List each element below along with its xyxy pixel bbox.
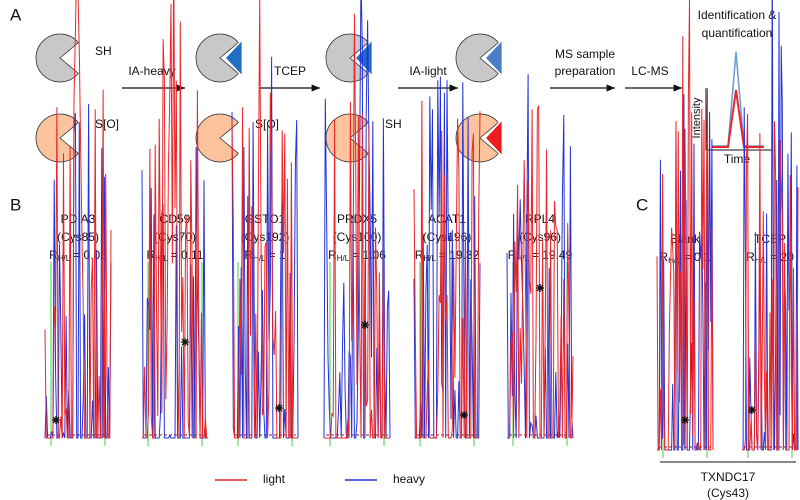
trace — [656, 0, 714, 451]
group-label: SH — [95, 44, 112, 58]
trace — [413, 76, 481, 439]
pacman — [325, 33, 369, 83]
trace — [742, 113, 799, 451]
protein-label: ACAT1 — [428, 212, 466, 226]
apex-marker — [681, 416, 689, 424]
apex-marker — [181, 338, 189, 346]
label-wedge — [483, 117, 504, 159]
protein-label: PDIA3 — [61, 212, 96, 226]
panel-label: C — [636, 195, 648, 214]
trace — [507, 105, 574, 439]
trace — [231, 0, 298, 439]
apex-marker — [460, 411, 468, 419]
ratio-subscript: H/L — [253, 254, 266, 263]
result-title: quantification — [702, 26, 773, 40]
condition-label: TCEP — [754, 232, 786, 246]
pacman — [195, 113, 239, 163]
ratio-value: = 19.49 — [532, 248, 573, 262]
trace — [413, 100, 481, 439]
ratio-symbol: R — [508, 248, 517, 262]
pacman — [35, 33, 79, 83]
ratio-subscript: H/L — [423, 254, 436, 263]
protein-label: TXNDC17 — [701, 470, 756, 484]
ratio-symbol: R — [415, 248, 424, 262]
trace — [142, 0, 208, 439]
ratio-subscript: H/L — [337, 254, 350, 263]
mini-axes — [705, 88, 772, 151]
apex-marker — [275, 404, 283, 412]
protein-label: CD59 — [160, 212, 191, 226]
ratio-subscript: H/L — [668, 256, 681, 265]
step-label: TCEP — [274, 64, 306, 78]
apex-marker — [52, 416, 60, 424]
step-label: LC-MS — [631, 64, 668, 78]
protein-label: PRDX5 — [337, 212, 377, 226]
ratio-symbol: R — [328, 248, 337, 262]
apex-marker — [361, 321, 369, 329]
result-title: Identification & — [698, 8, 777, 22]
protein-label: GSTO1 — [245, 212, 286, 226]
group-label: S[O] — [255, 117, 279, 131]
step-label: IA-heavy — [128, 64, 175, 78]
mini-trace — [712, 89, 764, 148]
pacman — [195, 33, 239, 83]
legend-label: light — [263, 472, 286, 486]
ratio-subscript: H/L — [755, 256, 768, 265]
legend-label: heavy — [393, 472, 425, 486]
trace — [44, 0, 112, 439]
protein-label: RPL4 — [525, 212, 555, 226]
ratio-symbol: R — [659, 250, 668, 264]
step-label: MS sample — [555, 47, 615, 61]
axis-label: Intensity — [691, 97, 703, 138]
group-label: SH — [385, 117, 402, 131]
apex-marker — [536, 284, 544, 292]
ratio-label: RH/L = 19.32 — [415, 248, 480, 263]
panel-label: B — [10, 195, 21, 214]
step-label: IA-light — [409, 64, 447, 78]
ratio-symbol: R — [746, 250, 755, 264]
label-wedge — [483, 37, 504, 79]
pacman — [455, 113, 499, 163]
ratio-value: = 0.03 — [73, 248, 107, 262]
pacman — [455, 33, 499, 83]
label-wedge — [223, 37, 244, 79]
step-label: preparation — [555, 64, 616, 78]
panel-label: A — [10, 5, 22, 24]
site-label: (Cys100) — [333, 230, 382, 244]
apex-marker — [748, 406, 756, 414]
group-label: S[O] — [95, 117, 119, 131]
site-label: (Cys43) — [707, 486, 749, 500]
trace — [324, 13, 390, 439]
